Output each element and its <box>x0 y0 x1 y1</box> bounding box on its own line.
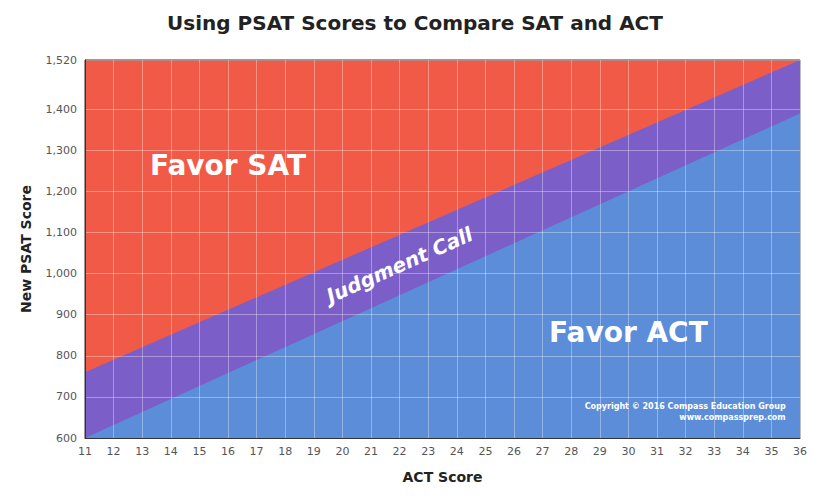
svg-text:14: 14 <box>164 445 178 458</box>
svg-text:Copyright © 2016 Compass Educa: Copyright © 2016 Compass Education Group <box>585 402 786 411</box>
svg-text:Favor ACT: Favor ACT <box>549 316 708 349</box>
svg-text:600: 600 <box>56 432 77 445</box>
svg-text:32: 32 <box>679 445 693 458</box>
svg-text:1,200: 1,200 <box>46 185 78 198</box>
svg-text:19: 19 <box>307 445 321 458</box>
svg-text:30: 30 <box>621 445 635 458</box>
svg-text:31: 31 <box>650 445 664 458</box>
svg-text:12: 12 <box>107 445 121 458</box>
svg-text:www.compassprep.com: www.compassprep.com <box>679 413 785 422</box>
svg-text:11: 11 <box>78 445 92 458</box>
svg-text:23: 23 <box>421 445 435 458</box>
svg-text:1,300: 1,300 <box>46 144 78 157</box>
svg-text:34: 34 <box>736 445 750 458</box>
svg-text:1,000: 1,000 <box>46 267 78 280</box>
svg-text:13: 13 <box>135 445 149 458</box>
svg-text:ACT Score: ACT Score <box>403 469 483 485</box>
svg-text:16: 16 <box>221 445 235 458</box>
svg-text:25: 25 <box>478 445 492 458</box>
svg-text:36: 36 <box>793 445 807 458</box>
svg-text:28: 28 <box>564 445 578 458</box>
svg-text:26: 26 <box>507 445 521 458</box>
svg-text:New PSAT Score: New PSAT Score <box>18 185 34 313</box>
svg-text:35: 35 <box>764 445 778 458</box>
svg-text:1,520: 1,520 <box>46 54 78 67</box>
svg-text:800: 800 <box>56 349 77 362</box>
svg-text:18: 18 <box>278 445 292 458</box>
svg-text:33: 33 <box>707 445 721 458</box>
svg-text:22: 22 <box>393 445 407 458</box>
svg-text:20: 20 <box>335 445 349 458</box>
svg-text:27: 27 <box>536 445 550 458</box>
svg-text:21: 21 <box>364 445 378 458</box>
svg-text:1,100: 1,100 <box>46 226 78 239</box>
svg-text:Using PSAT Scores to Compare S: Using PSAT Scores to Compare SAT and ACT <box>167 11 663 35</box>
svg-text:Favor SAT: Favor SAT <box>150 149 306 182</box>
svg-text:1,400: 1,400 <box>46 103 78 116</box>
svg-text:17: 17 <box>250 445 264 458</box>
svg-text:700: 700 <box>56 390 77 403</box>
svg-text:24: 24 <box>450 445 464 458</box>
svg-text:Judgment Call: Judgment Call <box>319 222 477 310</box>
svg-text:15: 15 <box>192 445 206 458</box>
svg-text:29: 29 <box>593 445 607 458</box>
svg-text:900: 900 <box>56 308 77 321</box>
